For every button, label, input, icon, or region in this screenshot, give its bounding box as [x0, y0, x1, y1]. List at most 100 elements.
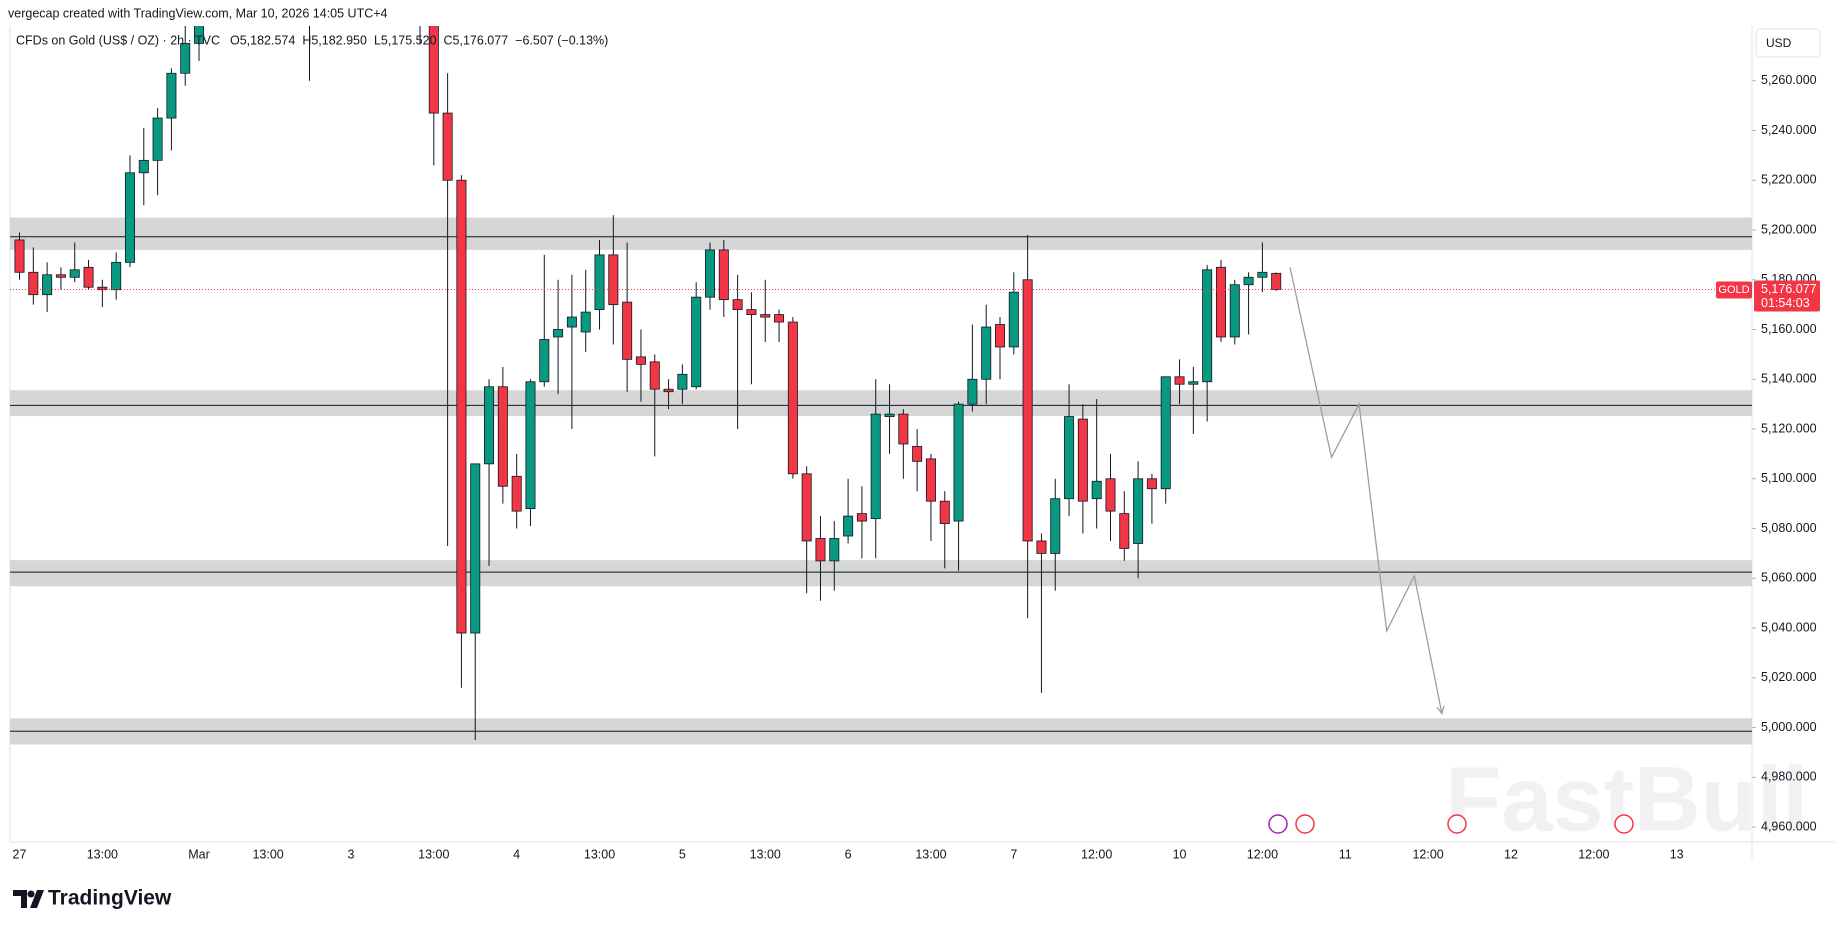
x-tick-label: 13:00 — [252, 847, 283, 861]
projection-arrowhead — [1436, 705, 1445, 716]
candle-body — [677, 373, 688, 390]
y-tick-label: 5,000.000 — [1761, 720, 1817, 734]
candle-body — [525, 381, 536, 510]
candle-body — [1160, 376, 1171, 490]
y-tick-label: 5,020.000 — [1761, 670, 1817, 684]
candle-body — [1146, 478, 1157, 490]
x-tick-label: 12:00 — [1578, 847, 1609, 861]
countdown: 01:54:03 — [1761, 296, 1810, 310]
candle-body — [870, 413, 881, 519]
candle-body — [843, 515, 854, 537]
x-tick-label: 12:00 — [1412, 847, 1443, 861]
event-icon[interactable] — [1268, 814, 1288, 834]
x-tick-label: 5 — [679, 847, 686, 861]
logo — [13, 890, 44, 908]
candle-body — [594, 254, 605, 311]
projection-path — [1289, 267, 1443, 714]
candle-body — [553, 329, 564, 338]
candle-body — [497, 386, 508, 487]
y-tick-label: 4,960.000 — [1761, 819, 1817, 833]
candle-body — [1257, 271, 1268, 278]
candle-body — [470, 463, 481, 634]
candle-body — [1229, 284, 1240, 338]
x-tick-label: 6 — [845, 847, 852, 861]
y-tick-label: 4,980.000 — [1761, 770, 1817, 784]
candle-body — [180, 43, 191, 74]
currency[interactable]: USD — [1766, 36, 1792, 50]
candle-body — [1202, 269, 1213, 383]
candle-body — [787, 321, 798, 475]
price-tag — [1754, 280, 1820, 312]
candle-body — [1188, 381, 1199, 385]
x-tick-label: 11 — [1339, 847, 1352, 861]
candle-body — [622, 301, 633, 360]
candle-body — [953, 403, 964, 522]
event-icon[interactable] — [1295, 814, 1315, 834]
candle-body — [691, 296, 702, 388]
y-tick-label: 5,040.000 — [1761, 620, 1817, 634]
candle-body — [566, 316, 577, 328]
candle-body — [746, 309, 757, 315]
candle-body — [1133, 478, 1144, 544]
y-tick-label: 5,260.000 — [1761, 73, 1817, 87]
symbol-label: GOLD — [1718, 284, 1749, 296]
candle-body — [705, 249, 716, 298]
y-tick-label: 5,140.000 — [1761, 372, 1817, 386]
y-tick-label: 5,160.000 — [1761, 322, 1817, 336]
candle-body — [1119, 513, 1130, 549]
ohlc-legend-item: C5,176.077 — [444, 33, 509, 47]
candle-body — [511, 475, 522, 512]
zone — [10, 560, 1752, 587]
x-tick-label: 13:00 — [915, 847, 946, 861]
x-tick-label: 7 — [1010, 847, 1017, 861]
candle-body — [608, 254, 619, 306]
branding: TradingView — [48, 887, 172, 910]
candle-body — [14, 239, 25, 273]
candle-body — [1050, 498, 1061, 554]
event-icons[interactable] — [1268, 814, 1634, 834]
candle-body — [1091, 480, 1102, 500]
candle-body — [967, 378, 978, 405]
candle-body — [152, 117, 163, 161]
x-tick-label: 13:00 — [750, 847, 781, 861]
candle-body — [1036, 540, 1047, 554]
event-icon[interactable] — [1447, 814, 1467, 834]
candle-body — [456, 179, 467, 634]
candle-body — [28, 271, 39, 296]
candle-body — [815, 538, 826, 562]
candle-body — [939, 500, 950, 524]
x-tick-label: 13:00 — [584, 847, 615, 861]
candle-body — [428, 26, 439, 114]
x-tick-label: 12 — [1504, 847, 1518, 861]
candle-body — [124, 172, 135, 263]
candle-body — [1271, 272, 1282, 290]
candle-body — [580, 311, 591, 333]
candle-body — [856, 513, 867, 522]
plot-area — [10, 26, 1752, 745]
x-tick-label: 4 — [513, 847, 520, 861]
x-tick-label: 13:00 — [87, 847, 118, 861]
y-tick-label: 5,060.000 — [1761, 571, 1817, 585]
y-tick-label: 5,100.000 — [1761, 471, 1817, 485]
symbol-tag — [1716, 281, 1752, 299]
candle-body — [1174, 376, 1185, 385]
candle-body — [981, 326, 992, 380]
zone — [10, 217, 1752, 250]
candle-body — [912, 446, 923, 462]
x-tick-label: 13:00 — [418, 847, 449, 861]
candle-body — [1022, 279, 1033, 542]
candle-body — [995, 324, 1006, 348]
x-tick-label: 3 — [347, 847, 354, 861]
x-tick-label: 13 — [1670, 847, 1684, 861]
event-icon[interactable] — [1614, 814, 1634, 834]
candle-body — [1008, 291, 1019, 348]
candle-body — [484, 386, 495, 465]
candle-body — [649, 361, 660, 390]
y-tick-label: 5,220.000 — [1761, 173, 1817, 187]
x-tick-label: 10 — [1173, 847, 1187, 861]
candle-body — [166, 72, 177, 119]
x-tick-label: 27 — [13, 847, 27, 861]
candle-body — [42, 274, 53, 296]
currency-box[interactable] — [1755, 28, 1821, 58]
